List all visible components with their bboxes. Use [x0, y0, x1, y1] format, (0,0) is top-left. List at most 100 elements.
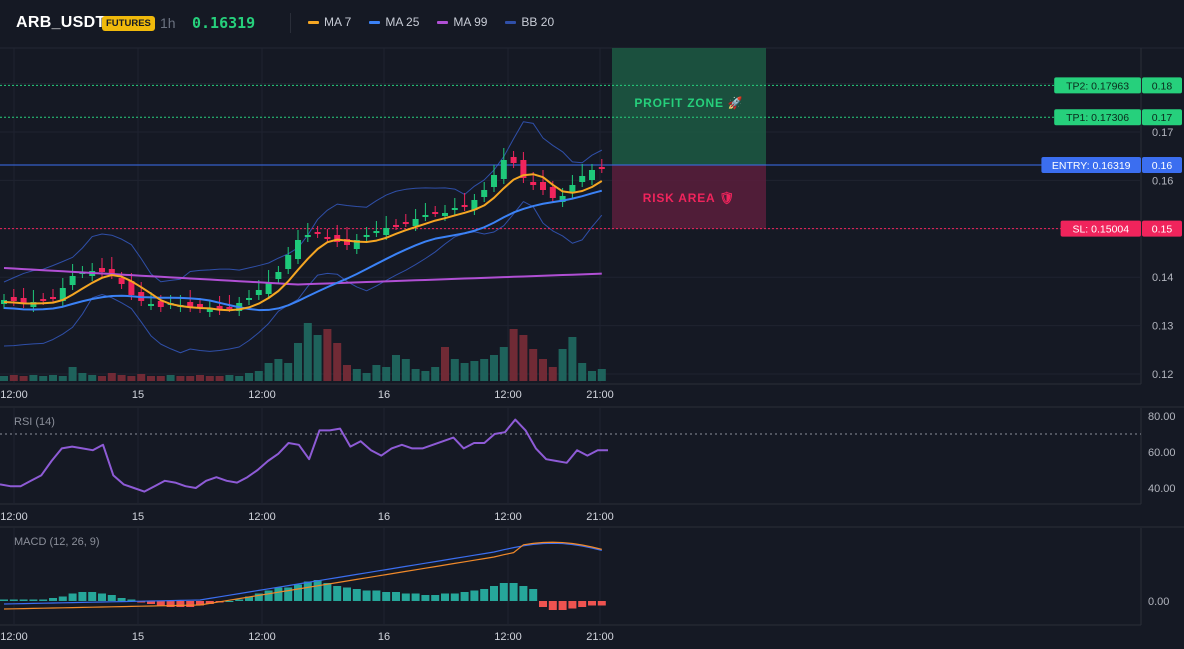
macd-histogram-bar — [127, 599, 136, 601]
candle — [412, 219, 419, 226]
volume-bar — [156, 376, 165, 381]
entry-tag — [1041, 156, 1141, 173]
candle — [20, 298, 27, 303]
macd-histogram-bar — [166, 601, 175, 607]
macd-histogram-bar — [235, 599, 244, 601]
volume-bar — [421, 371, 430, 381]
volume-bar — [490, 355, 498, 381]
volume-bar — [107, 373, 116, 381]
volume-bar — [509, 329, 518, 381]
header-divider — [290, 13, 291, 33]
macd-histogram-bar — [588, 601, 596, 606]
tp1-axis-tag — [1142, 109, 1182, 126]
legend-bb20[interactable]: BB 20 — [505, 15, 554, 29]
macd-histogram-bar — [548, 601, 557, 610]
volume-bar — [519, 335, 528, 381]
macd-histogram-bar — [147, 601, 155, 604]
candle — [432, 212, 439, 214]
candle — [500, 160, 507, 179]
volume-bar — [294, 343, 302, 381]
sl-label: SL: 0.15004 — [1072, 224, 1129, 236]
candle — [344, 239, 350, 245]
tp1-tag — [1054, 109, 1141, 126]
volume-bar — [362, 373, 371, 381]
legend-ma25[interactable]: MA 25 — [369, 15, 419, 29]
candle — [79, 272, 86, 274]
candle — [559, 196, 566, 202]
time-axis-label: 16 — [378, 389, 390, 401]
legend-ma7[interactable]: MA 7 — [308, 15, 351, 29]
volume-bar — [333, 343, 342, 381]
time-axis-label: 21:00 — [586, 389, 614, 401]
tp1-label: TP1: 0.17306 — [1066, 112, 1129, 124]
volume-bar — [9, 375, 18, 381]
volume-bar — [480, 359, 489, 381]
tp2-label: TP2: 0.17963 — [1066, 80, 1129, 92]
volume-bar — [470, 361, 479, 381]
timeframe-selector[interactable]: 1h — [160, 15, 176, 31]
macd-histogram-bar — [421, 595, 430, 601]
candle — [363, 235, 370, 237]
tp1-axis-label: 0.17 — [1152, 112, 1173, 124]
macd-histogram-bar — [323, 583, 332, 601]
candle — [197, 304, 203, 308]
candle — [216, 306, 223, 310]
candle — [393, 225, 399, 227]
macd-histogram-bar — [19, 599, 28, 601]
volume-bar — [225, 375, 234, 381]
macd-histogram-bar — [68, 593, 77, 601]
volume-bar — [529, 349, 538, 381]
symbol-name[interactable]: ARB_USDT — [16, 14, 106, 31]
profit-zone — [612, 48, 766, 165]
sl-axis-tag — [1142, 220, 1182, 237]
sl-axis-label: 0.15 — [1152, 224, 1173, 236]
macd-histogram-bar — [352, 589, 361, 601]
candle — [275, 272, 282, 279]
candle — [373, 231, 380, 233]
candle — [549, 187, 556, 198]
candle — [10, 297, 17, 301]
volume-bar — [431, 367, 440, 381]
volume-bar — [88, 375, 97, 381]
volume-bar — [68, 367, 77, 381]
macd-histogram-bar — [450, 593, 459, 601]
candle — [40, 299, 47, 301]
macd-histogram-bar — [578, 601, 587, 607]
legend-label: MA 99 — [453, 15, 488, 29]
macd-histogram-bar — [470, 590, 479, 601]
tp2-axis-tag — [1142, 77, 1182, 94]
volume-bar — [147, 376, 155, 381]
bb-upper-band — [3, 121, 603, 283]
candle — [510, 157, 517, 163]
macd-histogram-bar — [39, 599, 48, 601]
candle — [314, 232, 321, 234]
macd-histogram-bar — [274, 587, 283, 601]
volume-bar — [205, 376, 214, 381]
rsi-title: RSI (14) — [14, 416, 55, 428]
candle — [598, 167, 605, 169]
legend-swatch — [505, 20, 517, 24]
macd-histogram-bar — [558, 601, 567, 610]
macd-histogram-bar — [58, 596, 67, 601]
volume-bar — [49, 375, 57, 381]
time-axis-label: 12:00 — [248, 389, 276, 401]
candle — [530, 182, 537, 185]
macd-histogram-bar — [196, 601, 204, 606]
entry-axis-label: 0.16 — [1152, 160, 1173, 172]
candle — [324, 237, 331, 239]
volume-bar — [597, 369, 606, 381]
volume-bar — [117, 375, 126, 381]
legend-label: BB 20 — [521, 15, 555, 29]
indicator-legend: MA 7 MA 25 MA 99 BB 20 — [308, 15, 554, 29]
candle — [226, 307, 233, 309]
time-axis-label: 12:00 — [248, 511, 276, 523]
volume-bar — [29, 375, 38, 381]
legend-ma99[interactable]: MA 99 — [437, 15, 487, 29]
volume-bar — [323, 329, 332, 381]
volume-bar — [578, 363, 587, 381]
legend-swatch — [308, 20, 319, 24]
volume-bar — [137, 374, 146, 381]
volume-bar — [215, 376, 224, 381]
candle — [128, 281, 135, 295]
